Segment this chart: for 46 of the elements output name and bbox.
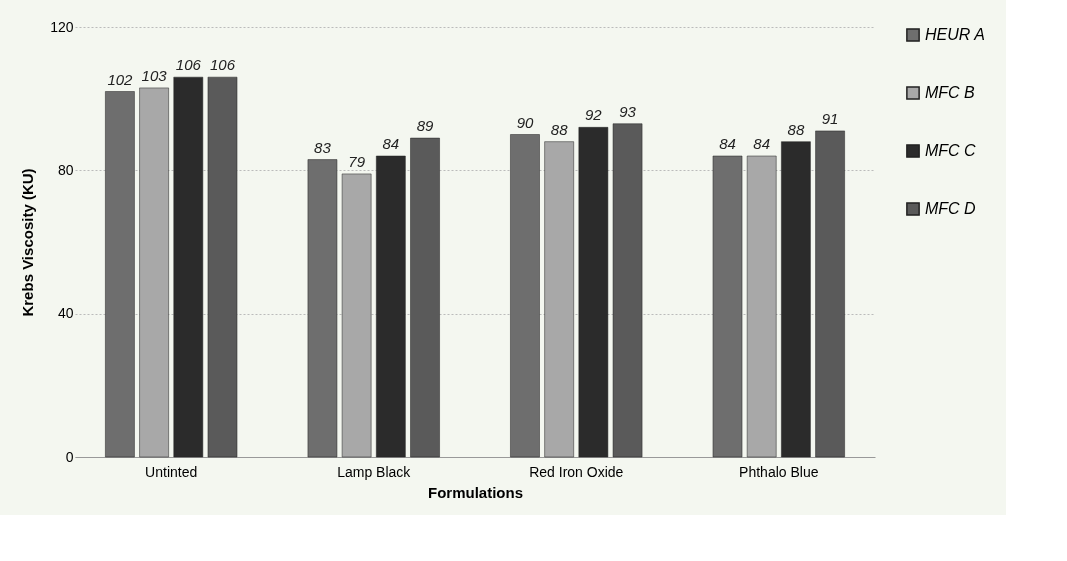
legend-label: MFC C — [925, 142, 977, 159]
data-label: 79 — [348, 152, 366, 170]
legend-label: MFC D — [925, 200, 977, 217]
bar — [781, 141, 811, 458]
bar — [815, 130, 845, 458]
x-tick-label: Lamp Black — [337, 463, 412, 480]
data-label: 84 — [719, 135, 736, 152]
y-tick-label: 40 — [57, 305, 74, 322]
y-axis-title: Krebs Viscosity (KU) — [19, 168, 37, 317]
bar — [612, 123, 643, 458]
data-label: 92 — [585, 106, 603, 124]
bar — [578, 127, 609, 458]
x-tick-label: Red Iron Oxide — [529, 463, 624, 480]
data-label: 83 — [314, 138, 332, 156]
data-label: 103 — [141, 66, 168, 84]
data-label: 106 — [209, 56, 236, 74]
y-tick-label: 80 — [57, 161, 74, 178]
x-axis-title: Formulations — [427, 483, 524, 501]
bar — [105, 91, 135, 458]
legend-label: MFC B — [925, 84, 976, 101]
bar — [410, 137, 440, 458]
y-tick-label: 120 — [50, 18, 74, 35]
data-label: 91 — [821, 109, 839, 127]
bar — [207, 76, 238, 458]
bar — [173, 76, 204, 458]
bar — [746, 155, 777, 458]
data-label: 93 — [619, 102, 637, 120]
x-tick-label: Untinted — [145, 463, 198, 480]
data-label: 84 — [382, 135, 400, 152]
x-tick-label: Phthalo Blue — [739, 463, 819, 480]
data-label: 90 — [516, 113, 534, 131]
y-tick-label: 0 — [65, 448, 74, 465]
data-label: 102 — [107, 70, 134, 88]
bar — [307, 159, 338, 458]
data-label: 88 — [787, 120, 805, 138]
bar — [341, 173, 372, 458]
data-label: 106 — [175, 56, 202, 74]
bar — [139, 87, 169, 458]
bar — [544, 141, 574, 458]
data-label: 88 — [550, 120, 569, 138]
bar — [376, 155, 406, 458]
data-label: 89 — [416, 117, 435, 135]
legend-label: HEUR A — [925, 26, 985, 43]
bar — [712, 155, 743, 458]
bar — [510, 134, 540, 458]
data-label: 84 — [753, 135, 771, 152]
